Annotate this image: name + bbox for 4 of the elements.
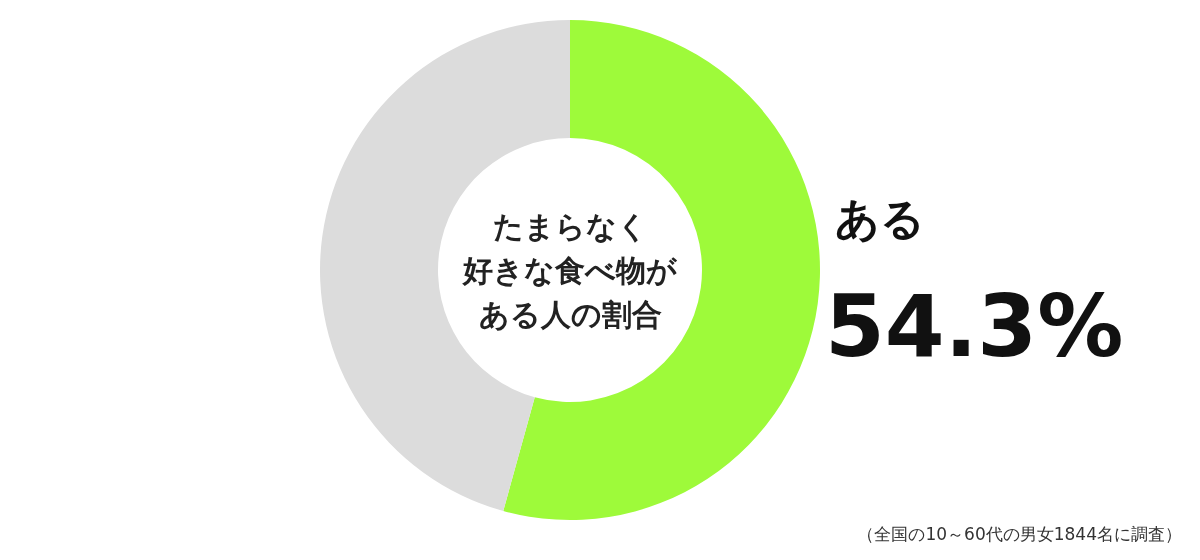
data-label: 54.3% xyxy=(825,276,1124,376)
text: たまらなく好きな食べ物がある人の割合 xyxy=(462,208,678,332)
text: （全国の10～60代の男女1844名に調査） xyxy=(857,524,1182,544)
slice-label: ある xyxy=(835,192,925,244)
